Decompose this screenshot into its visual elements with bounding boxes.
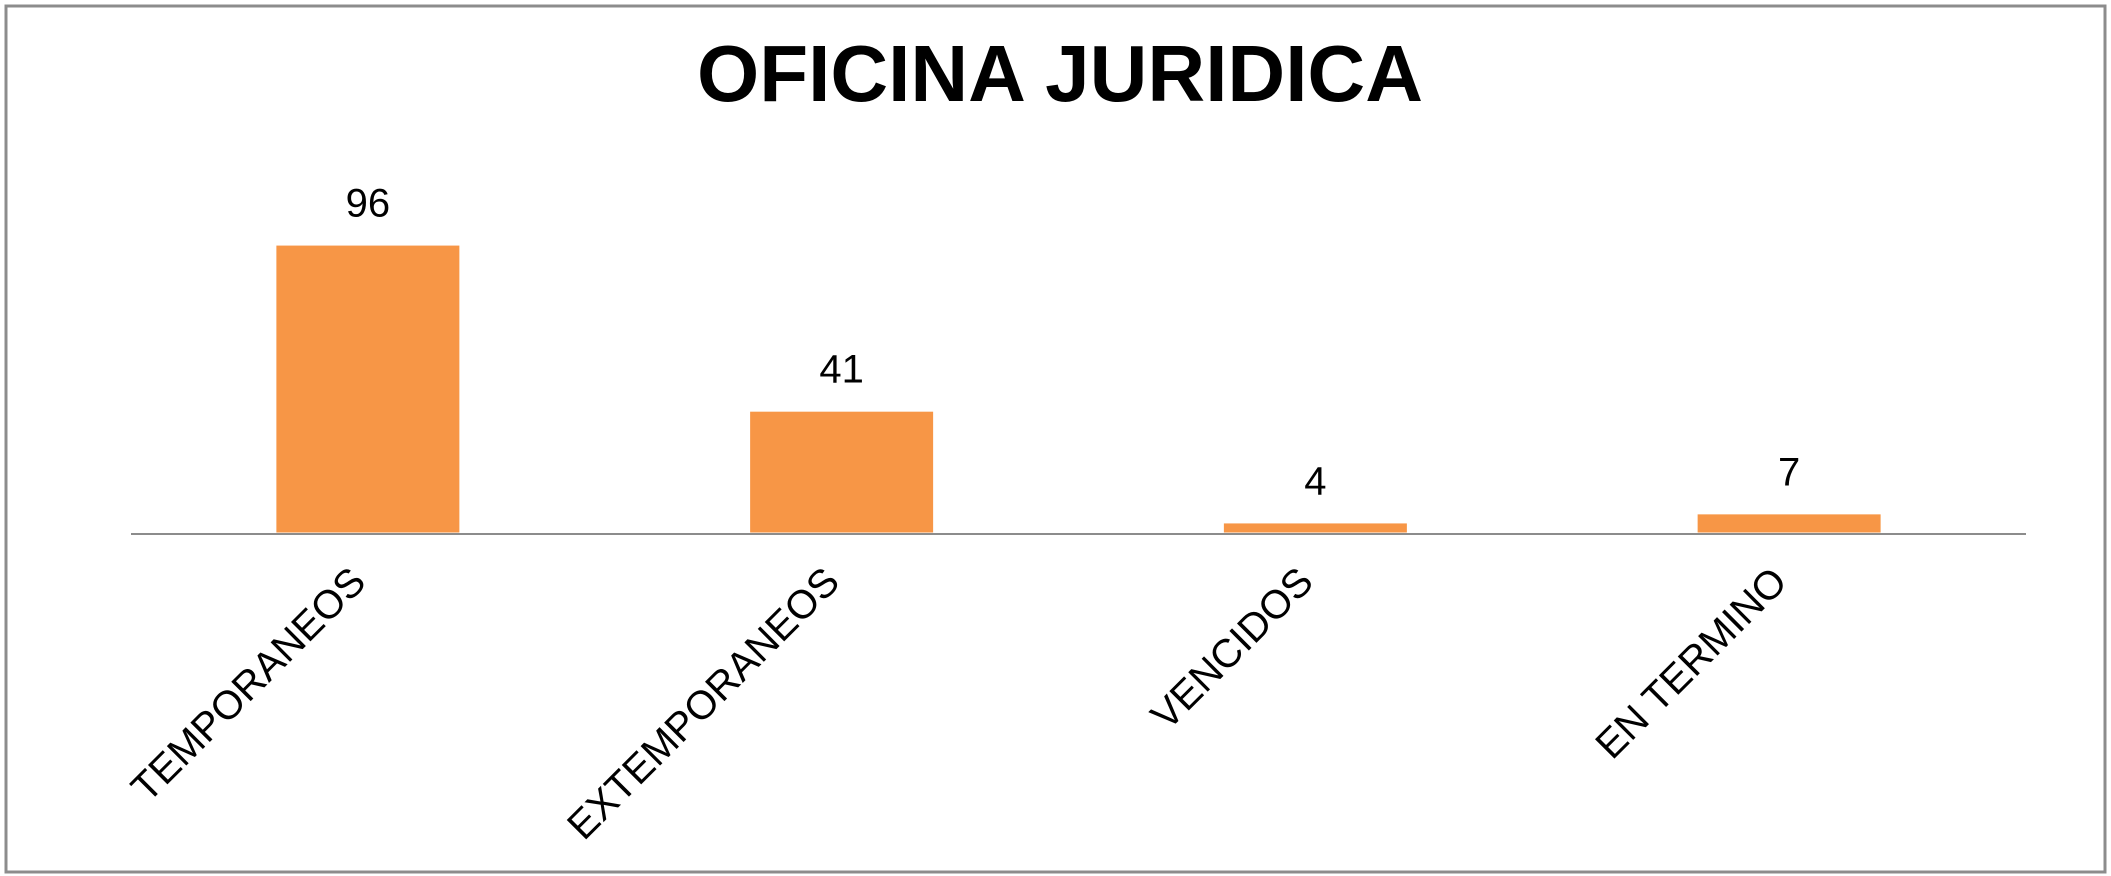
data-label: 41: [819, 348, 864, 392]
bar: [747, 408, 937, 536]
bar: [1220, 520, 1410, 536]
chart-title: OFICINA JURIDICA: [697, 29, 1423, 118]
bar: [273, 242, 463, 536]
bar: [1694, 511, 1884, 536]
data-label: 7: [1778, 450, 1800, 494]
data-label: 96: [346, 182, 391, 226]
data-label: 4: [1304, 459, 1326, 503]
